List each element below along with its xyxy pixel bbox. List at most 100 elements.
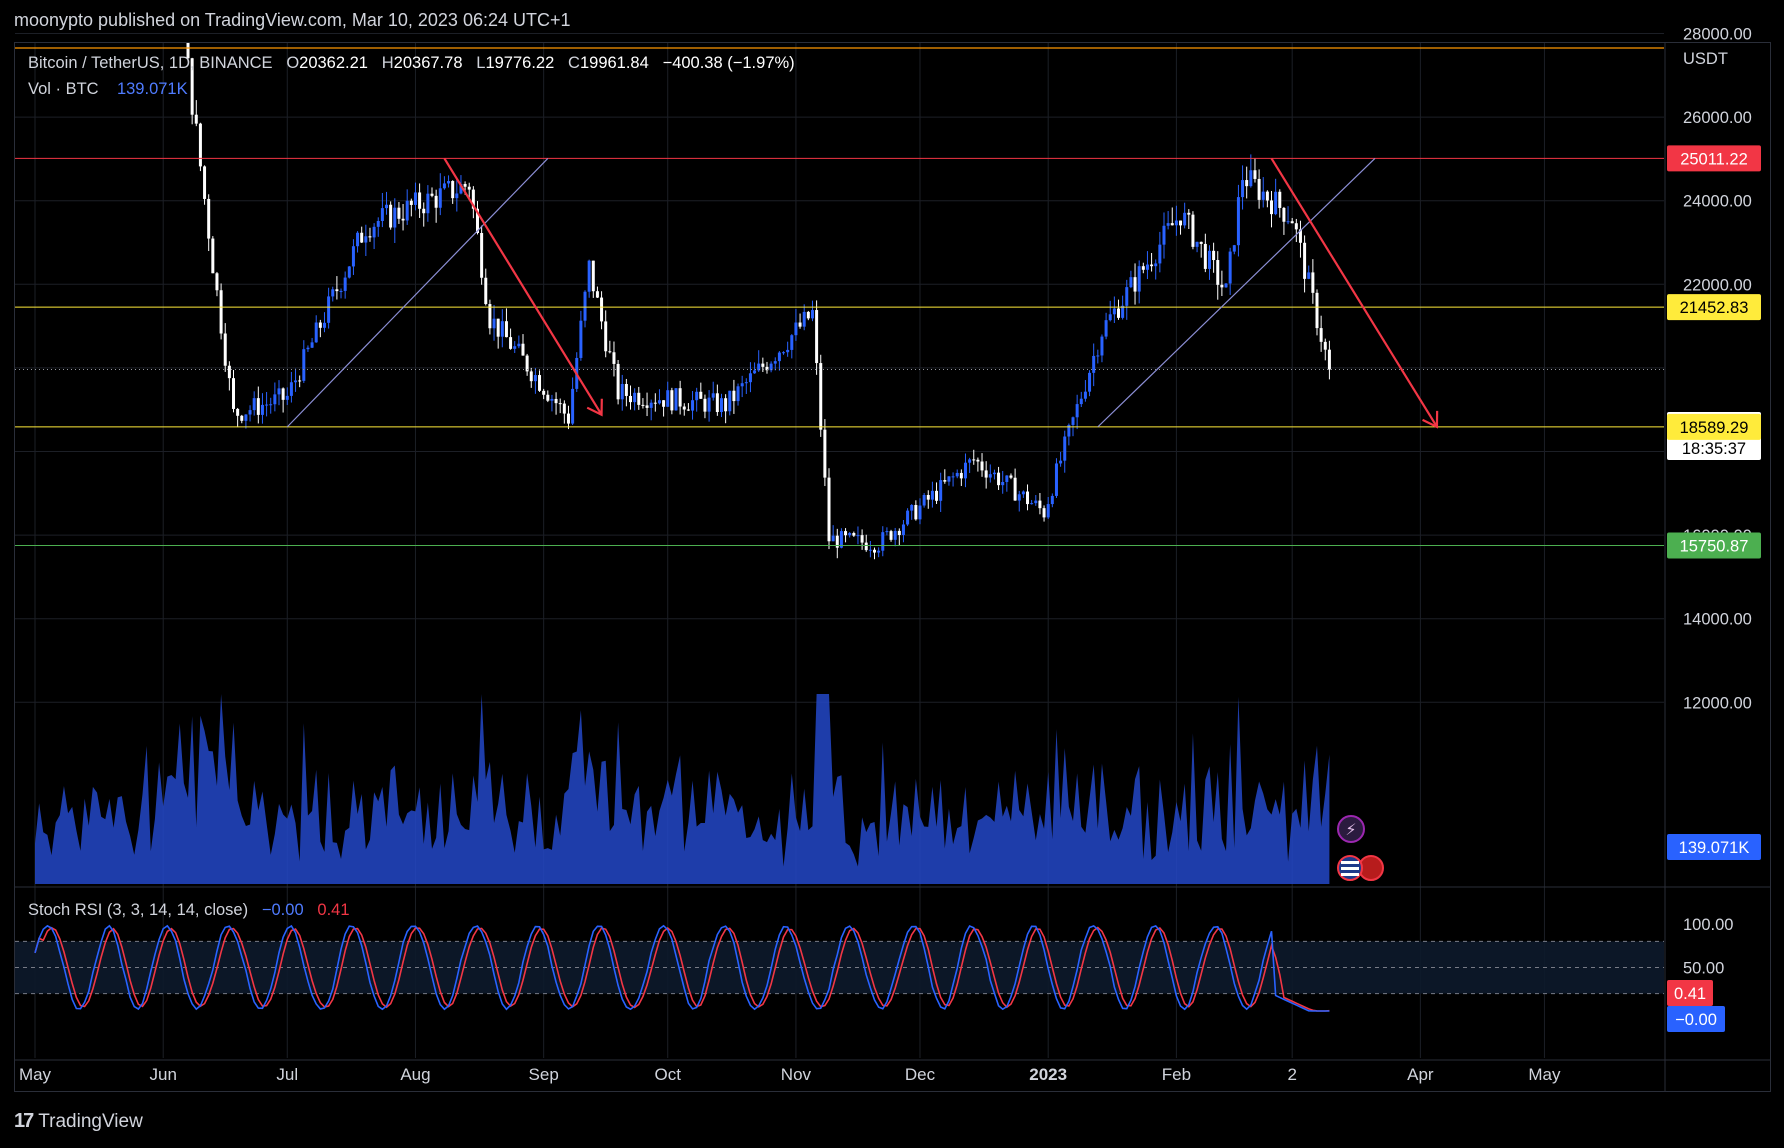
candle-body — [918, 505, 922, 520]
candle-body — [409, 200, 413, 205]
candle-body — [471, 189, 475, 209]
stoch-d-line — [34, 926, 1330, 1012]
candle-body — [1261, 191, 1265, 200]
flag-stripe — [1341, 867, 1359, 870]
time-axis-label[interactable]: 2 — [1287, 1065, 1296, 1084]
volume-legend[interactable]: Vol · BTC 139.071K — [28, 80, 188, 99]
candle-body — [662, 400, 666, 407]
candle-body — [438, 188, 442, 208]
candle-body — [678, 388, 682, 407]
candle-body — [695, 391, 699, 401]
candle-body — [434, 195, 438, 208]
stoch-d-tag: 0.41 — [1674, 985, 1706, 1003]
time-axis-label[interactable]: May — [19, 1065, 52, 1084]
candle-body — [922, 494, 926, 506]
stoch-rsi-legend[interactable]: Stoch RSI (3, 3, 14, 14, close) −0.00 0.… — [28, 901, 350, 920]
candle-body — [430, 193, 434, 196]
candle-body — [488, 304, 492, 329]
candle-body — [496, 318, 500, 337]
candle-body — [380, 208, 384, 221]
candle-body — [629, 395, 633, 403]
time-axis-label[interactable]: Feb — [1162, 1065, 1191, 1084]
candle-body — [777, 352, 781, 362]
candle-body — [835, 535, 839, 548]
candle-body — [385, 204, 389, 209]
candle-body — [724, 398, 728, 412]
stoch-d-tag-bg — [1667, 980, 1713, 1006]
time-axis-label[interactable]: Nov — [781, 1065, 812, 1084]
time-axis-label[interactable]: Sep — [529, 1065, 559, 1084]
candle-body — [1228, 251, 1232, 284]
candle-body — [587, 260, 591, 292]
time-axis-label[interactable]: May — [1528, 1065, 1561, 1084]
candle-body — [219, 290, 223, 334]
candle-body — [753, 370, 757, 374]
candle-body — [517, 343, 521, 347]
resistance-price-tag-bg — [1667, 145, 1761, 172]
candle-body — [810, 310, 814, 319]
candle-body — [1270, 200, 1274, 215]
candle-body — [1133, 277, 1137, 292]
candle-body — [451, 181, 455, 199]
arrow-1-shaft — [443, 157, 603, 416]
candle-body — [1195, 241, 1199, 247]
candle-body — [901, 524, 905, 535]
candle-body — [1265, 191, 1269, 201]
candle-body — [360, 232, 364, 243]
time-axis-label[interactable]: Dec — [905, 1065, 936, 1084]
candle-body — [240, 415, 244, 421]
volume-label: Vol · BTC — [28, 80, 99, 98]
candle-body — [608, 351, 612, 353]
candle-body — [182, 16, 185, 31]
candle-body — [1071, 417, 1075, 425]
candle-body — [1030, 503, 1034, 505]
candle-body — [1054, 463, 1058, 496]
candle-body — [339, 290, 343, 292]
candle-body — [1141, 266, 1145, 270]
candle-body — [571, 388, 575, 424]
candle-body — [1241, 180, 1245, 198]
candle-body — [550, 398, 554, 401]
stoch-k-value: −0.00 — [261, 901, 304, 919]
symbol-name[interactable]: Bitcoin / TetherUS, 1D, BINANCE — [28, 54, 273, 72]
candle-body — [897, 530, 901, 535]
candle-body — [1112, 308, 1116, 315]
candle-body — [1129, 277, 1133, 288]
stoch-tick-100: 100.00 — [1683, 916, 1733, 934]
open-value: 20362.21 — [299, 54, 368, 72]
candle-body — [525, 355, 529, 372]
footer-brand[interactable]: 17 TradingView — [14, 1110, 143, 1133]
time-axis-label[interactable]: Oct — [655, 1065, 682, 1084]
time-axis-label[interactable]: 2023 — [1029, 1065, 1067, 1084]
candle-body — [318, 322, 322, 328]
chart-frame — [14, 42, 1771, 1092]
candle-body — [1046, 504, 1050, 518]
events-lightning-icon — [1337, 815, 1365, 843]
candle-body — [682, 406, 686, 410]
candle-body — [1282, 207, 1286, 222]
candle-body — [1253, 170, 1257, 179]
candle-body — [885, 531, 889, 533]
candle-body — [769, 363, 773, 371]
candle-body — [542, 390, 546, 395]
candle-body — [190, 58, 194, 115]
candle-body — [1203, 243, 1207, 269]
time-axis-label[interactable]: Jun — [149, 1065, 176, 1084]
stoch-rsi-label: Stoch RSI (3, 3, 14, 14, close) — [28, 901, 249, 919]
candle-body — [538, 375, 542, 391]
candle-body — [1216, 260, 1220, 285]
candle-body — [943, 480, 947, 482]
candle-body — [935, 490, 939, 501]
candle-body — [906, 510, 910, 525]
candle-body — [579, 320, 583, 358]
candle-body — [1137, 266, 1141, 292]
candles — [182, 16, 1331, 560]
candle-body — [285, 395, 289, 400]
candle-body — [1170, 223, 1174, 226]
time-axis-label[interactable]: Apr — [1407, 1065, 1434, 1084]
time-axis-label[interactable]: Aug — [400, 1065, 430, 1084]
time-axis-label[interactable]: Jul — [276, 1065, 298, 1084]
candle-body — [1236, 197, 1240, 246]
symbol-legend[interactable]: Bitcoin / TetherUS, 1D, BINANCE O20362.2… — [28, 54, 795, 73]
